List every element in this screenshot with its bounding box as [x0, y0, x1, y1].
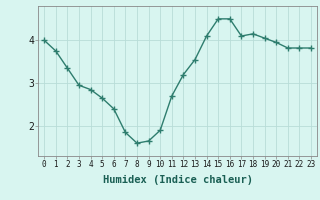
X-axis label: Humidex (Indice chaleur): Humidex (Indice chaleur): [103, 175, 252, 185]
